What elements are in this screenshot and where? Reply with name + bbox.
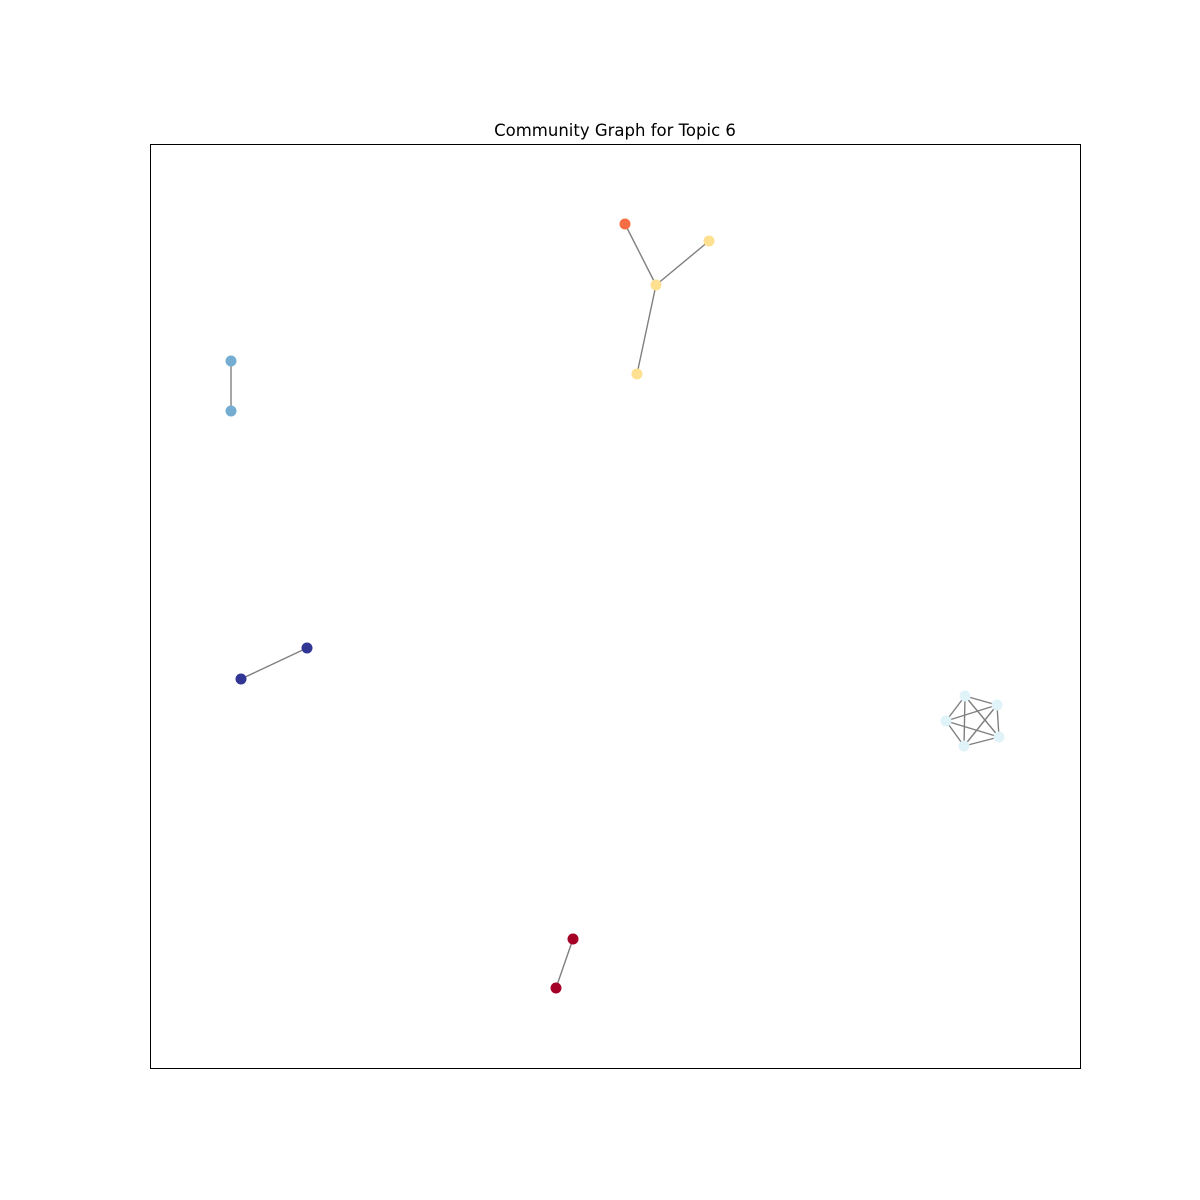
graph-node-blue-pair — [225, 405, 237, 417]
graph-edge — [963, 695, 966, 747]
graph-edge — [964, 695, 998, 706]
nodes-layer — [225, 218, 1005, 994]
graph-node-light-blue-clique — [958, 740, 970, 752]
graph-title: Community Graph for Topic 6 — [494, 121, 736, 140]
graph-edge — [655, 240, 710, 286]
graph-node-blue-pair — [225, 355, 237, 367]
graph-node-red-pair — [550, 982, 562, 994]
plot-frame — [150, 144, 1081, 1069]
graph-node-orange-single — [619, 218, 631, 230]
graph-node-red-pair — [567, 933, 579, 945]
graph-node-navy-pair — [301, 642, 313, 654]
graph-node-light-blue-clique — [993, 731, 1005, 743]
graph-node-light-blue-clique — [959, 690, 971, 702]
graph-node-yellow-star — [631, 368, 643, 380]
graph-edge — [636, 284, 657, 375]
graph-edge — [945, 720, 1000, 738]
graph-edge — [240, 647, 308, 680]
graph-node-light-blue-clique — [991, 699, 1003, 711]
graph-edge — [624, 223, 657, 286]
graph-node-navy-pair — [235, 673, 247, 685]
graph-edge — [963, 704, 998, 747]
graph-edge — [963, 736, 1000, 747]
graph-node-yellow-star — [650, 279, 662, 291]
graph-edge — [555, 938, 574, 989]
graph-node-yellow-star — [703, 235, 715, 247]
graph-node-light-blue-clique — [940, 715, 952, 727]
graph-edge — [964, 695, 1000, 738]
graph-edge — [945, 704, 998, 722]
